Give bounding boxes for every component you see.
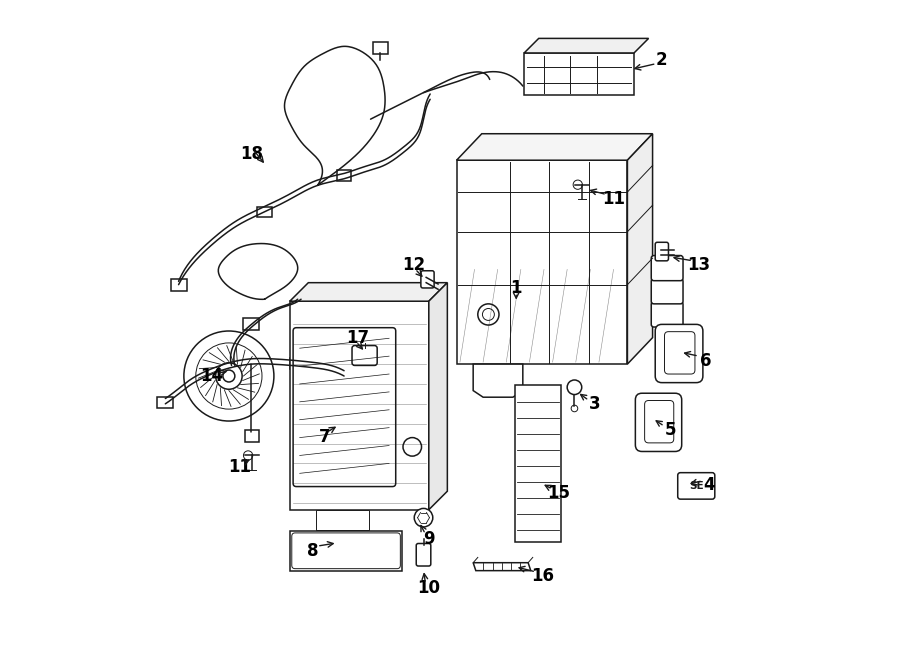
Text: 17: 17 xyxy=(346,328,369,347)
Text: 14: 14 xyxy=(200,367,223,385)
Polygon shape xyxy=(473,563,531,571)
Text: 10: 10 xyxy=(418,579,440,597)
FancyBboxPatch shape xyxy=(337,170,351,181)
Polygon shape xyxy=(473,364,523,397)
FancyBboxPatch shape xyxy=(652,302,683,327)
FancyBboxPatch shape xyxy=(257,207,272,217)
FancyBboxPatch shape xyxy=(652,279,683,304)
Text: 18: 18 xyxy=(240,144,263,163)
Circle shape xyxy=(184,331,274,421)
Text: 8: 8 xyxy=(307,542,319,560)
FancyBboxPatch shape xyxy=(290,358,306,369)
Polygon shape xyxy=(524,53,634,95)
Text: 15: 15 xyxy=(547,484,570,502)
FancyBboxPatch shape xyxy=(421,271,434,288)
Circle shape xyxy=(567,380,581,395)
Circle shape xyxy=(572,405,578,412)
Text: 11: 11 xyxy=(228,457,251,476)
Circle shape xyxy=(573,180,582,189)
Circle shape xyxy=(223,370,235,382)
Polygon shape xyxy=(316,510,369,530)
Text: 4: 4 xyxy=(704,475,716,494)
FancyBboxPatch shape xyxy=(158,397,174,408)
Polygon shape xyxy=(456,134,652,160)
FancyBboxPatch shape xyxy=(373,42,389,54)
Polygon shape xyxy=(290,283,447,301)
Text: 16: 16 xyxy=(531,567,554,585)
Text: 6: 6 xyxy=(700,352,711,370)
Polygon shape xyxy=(290,531,402,571)
FancyBboxPatch shape xyxy=(655,242,669,261)
Text: 11: 11 xyxy=(603,189,625,208)
FancyBboxPatch shape xyxy=(664,332,695,374)
Polygon shape xyxy=(290,301,428,510)
FancyBboxPatch shape xyxy=(416,544,431,566)
FancyBboxPatch shape xyxy=(352,346,377,365)
Polygon shape xyxy=(524,38,649,53)
Text: 2: 2 xyxy=(656,50,668,69)
FancyBboxPatch shape xyxy=(652,256,683,281)
Circle shape xyxy=(244,451,253,460)
Polygon shape xyxy=(627,134,652,364)
FancyBboxPatch shape xyxy=(244,318,259,330)
Polygon shape xyxy=(428,283,447,510)
Text: 9: 9 xyxy=(423,530,435,548)
Text: 7: 7 xyxy=(319,428,330,446)
Circle shape xyxy=(414,508,433,527)
FancyBboxPatch shape xyxy=(293,328,396,487)
Circle shape xyxy=(216,363,242,389)
FancyBboxPatch shape xyxy=(244,356,259,367)
Text: 3: 3 xyxy=(589,395,600,413)
FancyBboxPatch shape xyxy=(678,473,715,499)
Circle shape xyxy=(403,438,421,456)
Text: 5: 5 xyxy=(665,421,676,440)
FancyBboxPatch shape xyxy=(245,430,259,442)
Text: SE: SE xyxy=(689,481,704,491)
Text: 13: 13 xyxy=(688,256,710,274)
FancyBboxPatch shape xyxy=(171,279,187,291)
Text: 1: 1 xyxy=(510,279,522,297)
FancyBboxPatch shape xyxy=(655,324,703,383)
FancyBboxPatch shape xyxy=(292,533,400,569)
Text: 12: 12 xyxy=(402,256,425,274)
FancyBboxPatch shape xyxy=(635,393,681,451)
Circle shape xyxy=(196,343,262,409)
Circle shape xyxy=(482,308,494,320)
FancyBboxPatch shape xyxy=(644,401,674,443)
Polygon shape xyxy=(456,160,627,364)
Polygon shape xyxy=(515,385,562,542)
Circle shape xyxy=(478,304,499,325)
